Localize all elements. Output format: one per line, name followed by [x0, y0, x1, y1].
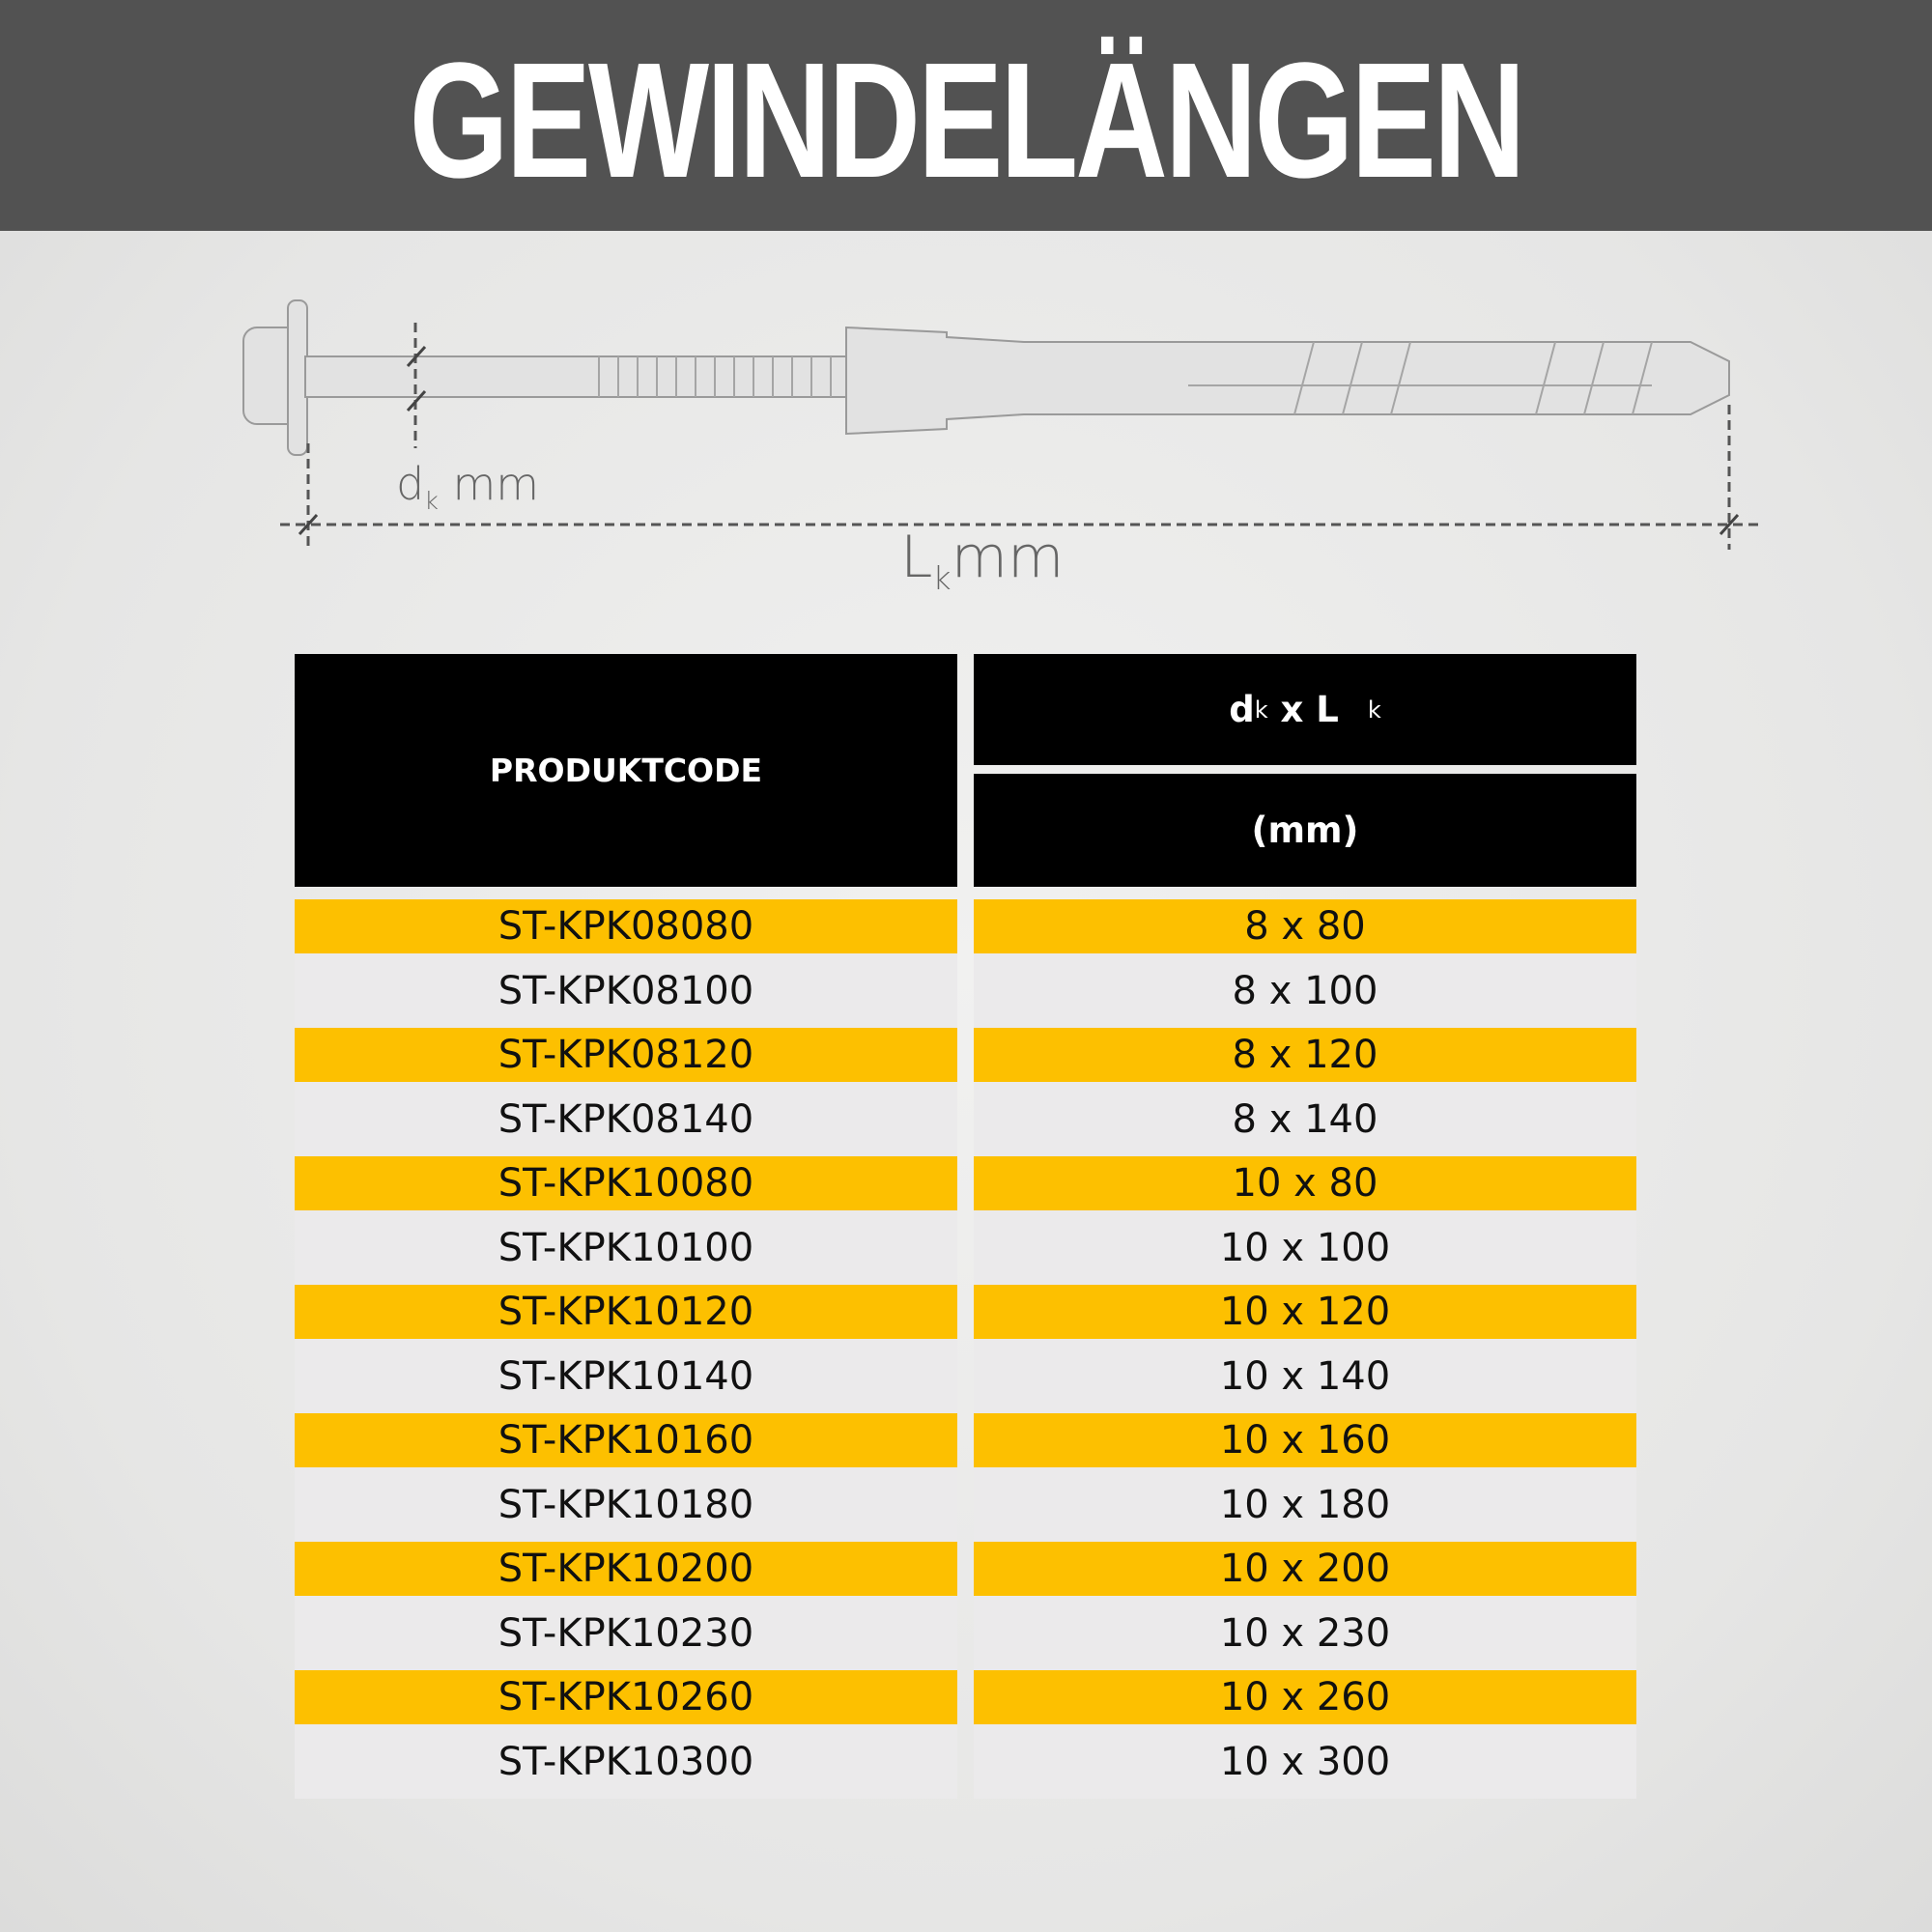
product-code-cell: ST-KPK10120 — [295, 1285, 957, 1339]
title-banner: GEWINDELÄNGEN — [0, 0, 1932, 231]
product-code-cell: ST-KPK08080 — [295, 899, 957, 953]
product-code-cell: ST-KPK10300 — [295, 1724, 957, 1799]
table-row: ST-KPK10100 10 x 100 — [295, 1210, 1636, 1285]
product-code-cell: ST-KPK10100 — [295, 1210, 957, 1285]
table-row: ST-KPK10300 10 x 300 — [295, 1724, 1636, 1799]
product-code-cell: ST-KPK10080 — [295, 1156, 957, 1210]
size-cell: 10 x 200 — [974, 1542, 1636, 1596]
product-code-cell: ST-KPK10180 — [295, 1467, 957, 1542]
header-unit: (mm) — [974, 774, 1636, 887]
product-code-cell: ST-KPK10230 — [295, 1596, 957, 1670]
size-cell: 10 x 300 — [974, 1724, 1636, 1799]
size-cell: 10 x 100 — [974, 1210, 1636, 1285]
product-code-cell: ST-KPK10200 — [295, 1542, 957, 1596]
table-row: ST-KPK10140 10 x 140 — [295, 1339, 1636, 1413]
page-title: GEWINDELÄNGEN — [409, 29, 1526, 213]
size-cell: 8 x 140 — [974, 1082, 1636, 1156]
size-cell: 10 x 180 — [974, 1467, 1636, 1542]
product-code-cell: ST-KPK10260 — [295, 1670, 957, 1724]
frame-anchor-illustration — [242, 299, 1760, 550]
product-code-cell: ST-KPK08140 — [295, 1082, 957, 1156]
table-row: ST-KPK10200 10 x 200 — [295, 1542, 1636, 1596]
product-code-cell: ST-KPK10140 — [295, 1339, 957, 1413]
size-cell: 8 x 120 — [974, 1028, 1636, 1082]
product-code-cell: ST-KPK08100 — [295, 953, 957, 1028]
table-row: ST-KPK08140 8 x 140 — [295, 1082, 1636, 1156]
table-row: ST-KPK10260 10 x 260 — [295, 1670, 1636, 1724]
size-cell: 10 x 80 — [974, 1156, 1636, 1210]
table-row: ST-KPK10080 10 x 80 — [295, 1156, 1636, 1210]
table-row: ST-KPK10230 10 x 230 — [295, 1596, 1636, 1670]
product-code-cell: ST-KPK08120 — [295, 1028, 957, 1082]
anchor-drawing: dk mm Lkmm — [0, 231, 1932, 617]
header-product-code: PRODUKTCODE — [295, 654, 957, 887]
table-row: ST-KPK08120 8 x 120 — [295, 1028, 1636, 1082]
product-code-cell: ST-KPK10160 — [295, 1413, 957, 1467]
length-label: Lkmm — [900, 524, 1065, 597]
diameter-label: dk mm — [396, 458, 540, 516]
table-row: ST-KPK10120 10 x 120 — [295, 1285, 1636, 1339]
size-cell: 10 x 120 — [974, 1285, 1636, 1339]
size-cell: 10 x 140 — [974, 1339, 1636, 1413]
size-cell: 8 x 100 — [974, 953, 1636, 1028]
table-row: ST-KPK08080 8 x 80 — [295, 899, 1636, 953]
size-cell: 10 x 230 — [974, 1596, 1636, 1670]
table-row: ST-KPK08100 8 x 100 — [295, 953, 1636, 1028]
table-row: ST-KPK10160 10 x 160 — [295, 1413, 1636, 1467]
size-cell: 8 x 80 — [974, 899, 1636, 953]
table-row: ST-KPK10180 10 x 180 — [295, 1467, 1636, 1542]
size-cell: 10 x 160 — [974, 1413, 1636, 1467]
size-cell: 10 x 260 — [974, 1670, 1636, 1724]
